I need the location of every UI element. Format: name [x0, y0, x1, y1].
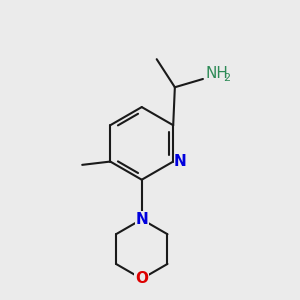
Text: O: O	[135, 271, 148, 286]
Text: N: N	[135, 212, 148, 227]
Text: N: N	[174, 154, 187, 169]
Text: 2: 2	[223, 73, 230, 83]
Text: NH: NH	[206, 66, 228, 81]
